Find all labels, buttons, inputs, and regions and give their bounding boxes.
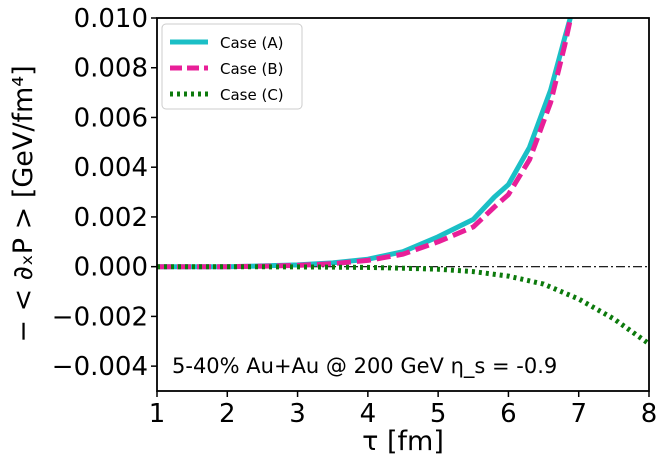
x-tick-label: 6 xyxy=(500,399,517,429)
y-tick-label: 0.008 xyxy=(74,54,148,84)
legend-label-case-a: Case (A) xyxy=(220,34,283,52)
y-tick-label: 0.004 xyxy=(74,153,148,183)
legend: Case (A) Case (B) Case (C) xyxy=(161,23,303,110)
series-line-case-c xyxy=(157,264,649,346)
x-tick-label: 7 xyxy=(570,399,587,429)
x-axis-label: τ [fm] xyxy=(362,426,444,457)
y-tick-label: 0.010 xyxy=(74,4,148,34)
series-line-case-b xyxy=(157,18,574,270)
legend-label-case-b: Case (B) xyxy=(220,60,283,78)
plot-frame xyxy=(156,17,650,392)
y-tick-label: −0.004 xyxy=(52,352,148,382)
annotation: 5-40% Au+Au @ 200 GeV η_s = -0.9 xyxy=(172,354,557,379)
x-tick-label: 8 xyxy=(641,399,658,429)
x-tick-label: 2 xyxy=(219,399,236,429)
y-axis-label: − < ∂ₓP > [GeV/fm⁴] xyxy=(8,65,39,342)
x-tick-label: 5 xyxy=(430,399,447,429)
y-tick-label: 0.002 xyxy=(74,203,148,233)
y-tick-label: 0.000 xyxy=(74,253,148,283)
legend-label-case-c: Case (C) xyxy=(220,86,284,104)
x-tick-label: 1 xyxy=(149,399,166,429)
y-tick-label: −0.002 xyxy=(52,302,148,332)
y-tick-label: 0.006 xyxy=(74,103,148,133)
x-tick-label: 3 xyxy=(289,399,306,429)
x-tick-label: 4 xyxy=(360,399,377,429)
legend-box xyxy=(161,23,303,110)
